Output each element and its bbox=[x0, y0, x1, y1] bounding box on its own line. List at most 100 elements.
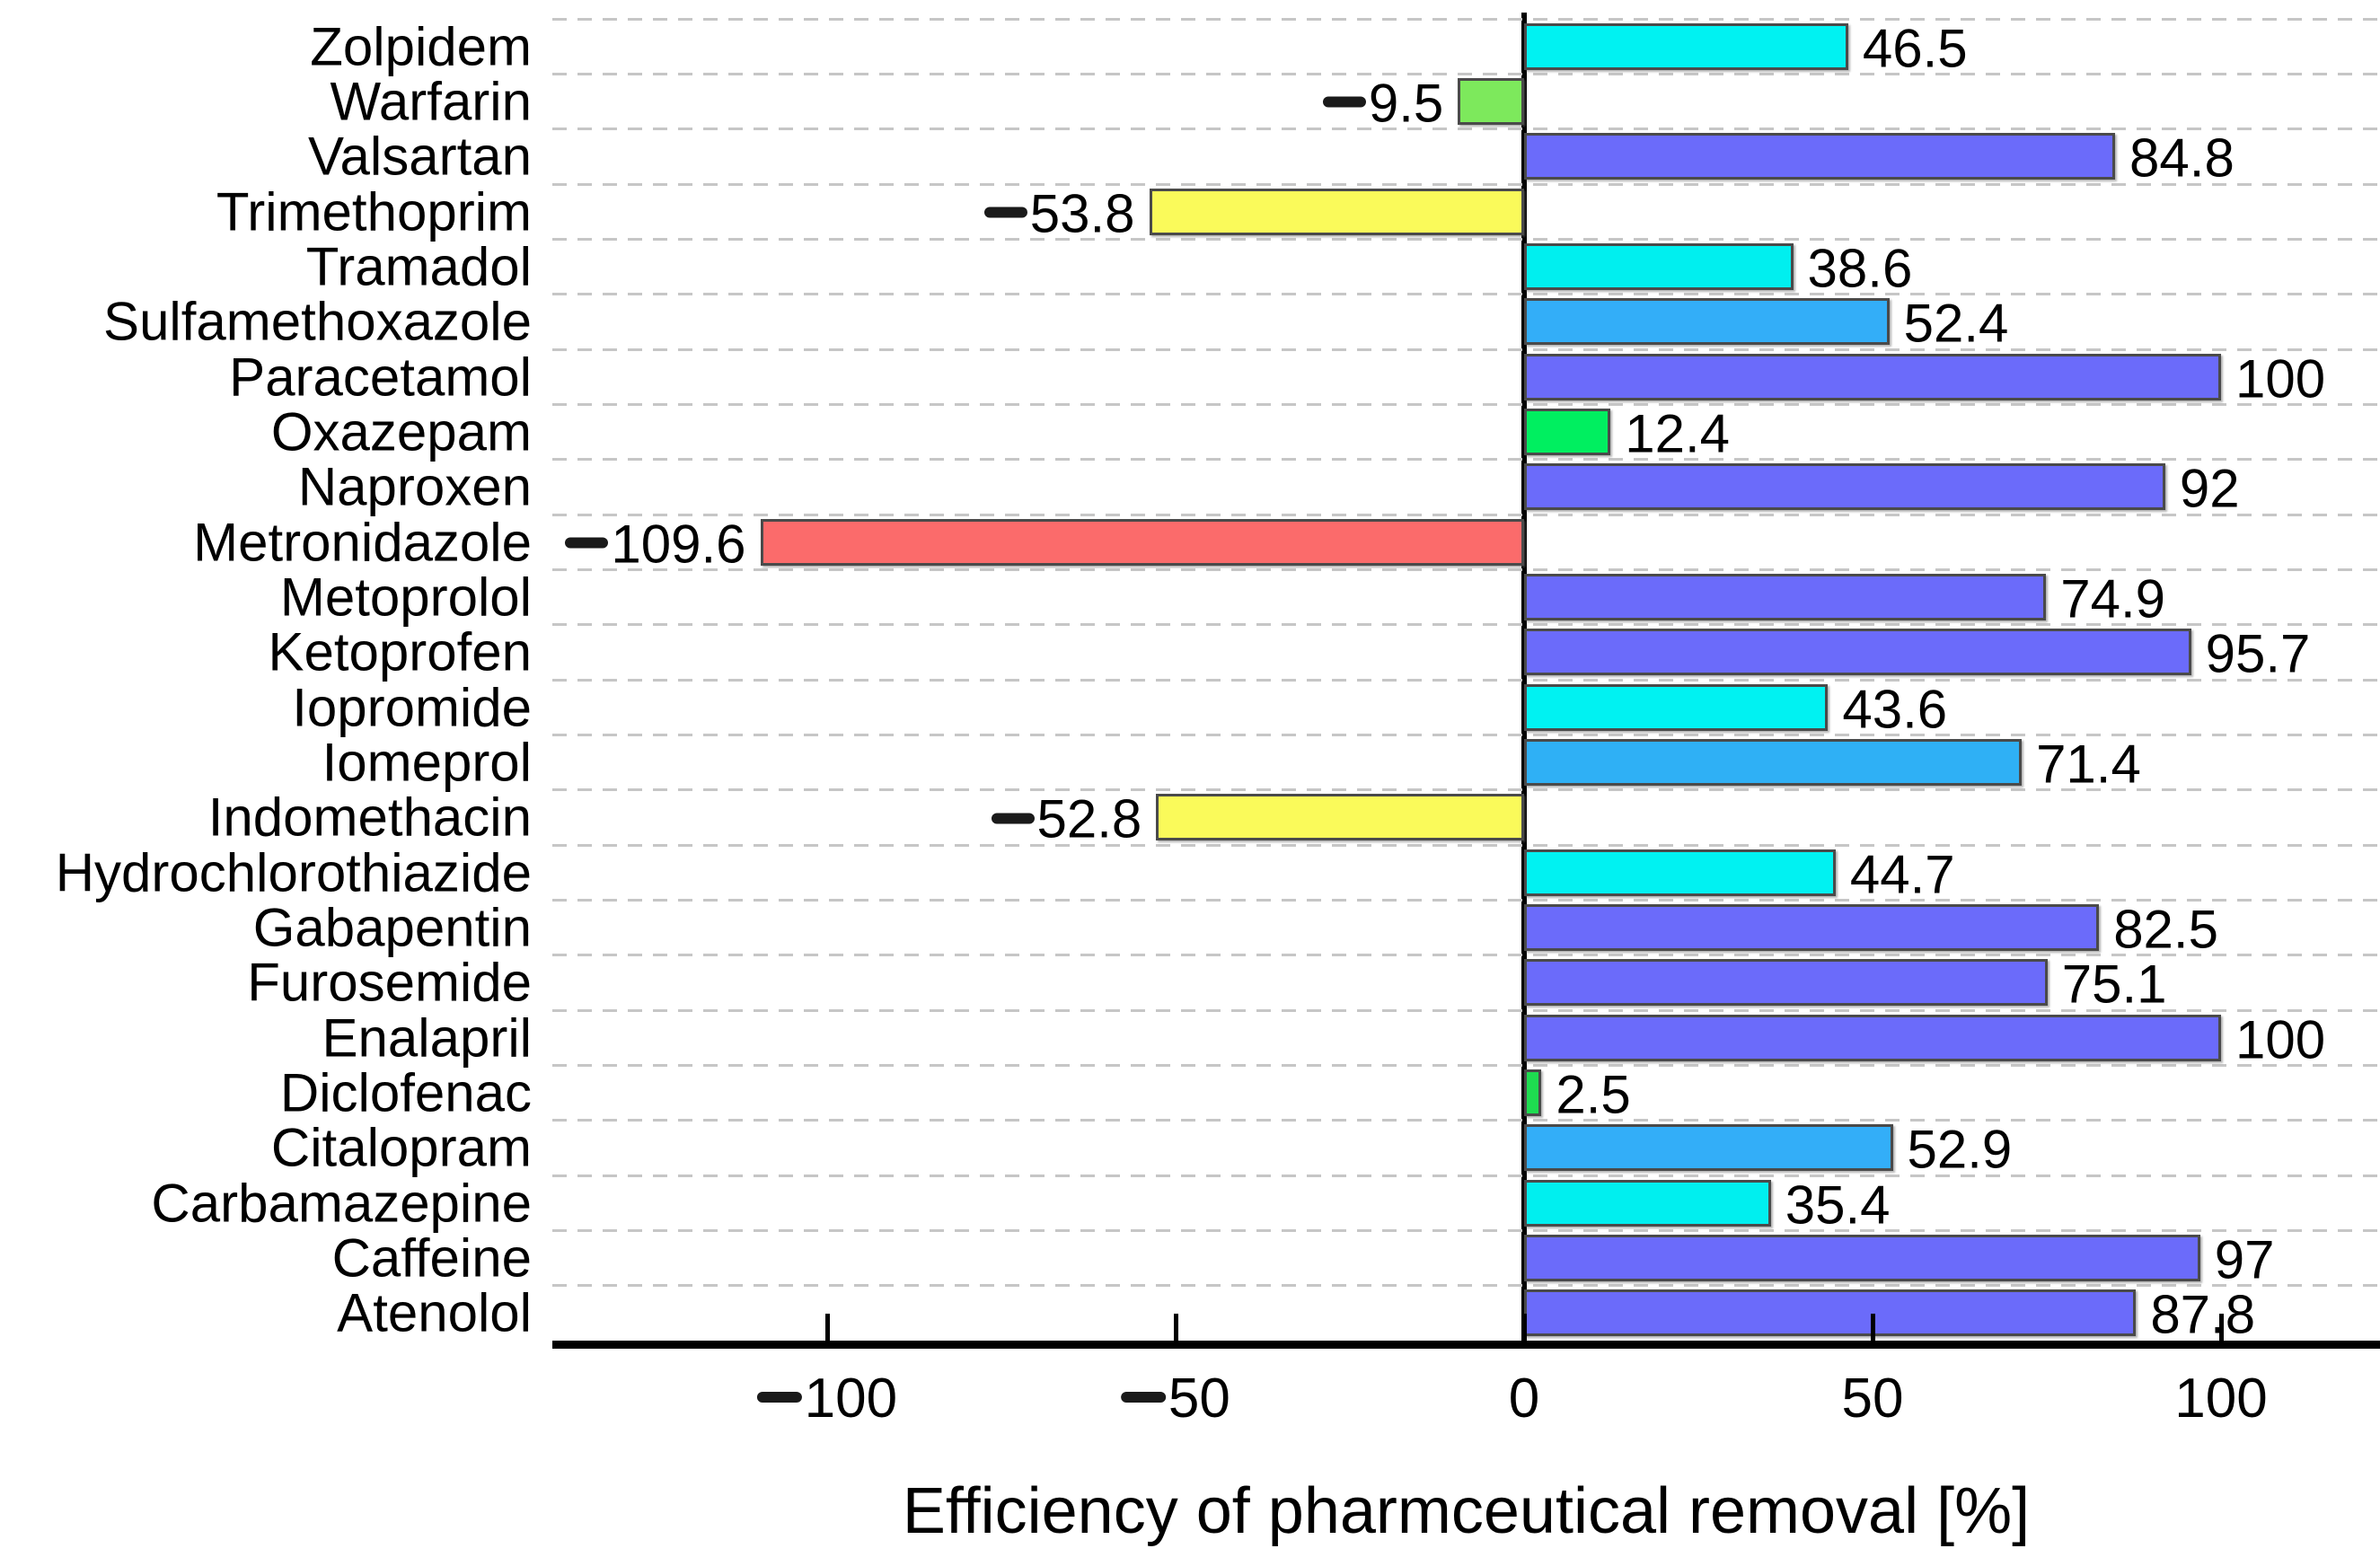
bar bbox=[1524, 463, 2165, 511]
category-label: Caffeine bbox=[331, 1227, 532, 1289]
gridline bbox=[552, 128, 2380, 131]
value-label: 97 bbox=[2214, 1229, 2275, 1290]
value-label: 43.6 bbox=[1842, 679, 1948, 740]
gridline bbox=[552, 182, 2380, 186]
value-label: 53.8 bbox=[983, 182, 1135, 244]
gridline bbox=[552, 1174, 2380, 1177]
gridline bbox=[552, 678, 2380, 682]
value-label: 84.8 bbox=[2129, 128, 2235, 189]
category-label: Oxazepam bbox=[270, 401, 532, 462]
category-label: Gabapentin bbox=[252, 897, 532, 958]
value-label: 12.4 bbox=[1625, 403, 1730, 464]
category-label: Metronidazole bbox=[193, 512, 532, 573]
category-label: Naproxen bbox=[297, 456, 532, 517]
category-label: Sulfamethoxazole bbox=[103, 291, 532, 352]
category-label: Enalapril bbox=[322, 1007, 532, 1069]
minus-dash bbox=[1121, 1391, 1166, 1403]
x-axis-title: Efficiency of pharmceutical removal [%] bbox=[902, 1475, 2031, 1547]
gridline bbox=[552, 1119, 2380, 1122]
value-label: 95.7 bbox=[2205, 623, 2311, 684]
gridline bbox=[552, 843, 2380, 847]
bar bbox=[1524, 298, 1890, 346]
category-label: Iomeprol bbox=[322, 732, 532, 793]
category-label: Metoprolol bbox=[279, 567, 532, 628]
value-label: 75.1 bbox=[2061, 954, 2167, 1015]
category-label: Ketoprofen bbox=[268, 621, 532, 682]
gridline bbox=[552, 567, 2380, 571]
gridline bbox=[552, 1284, 2380, 1288]
category-label: Trimethoprim bbox=[216, 181, 532, 242]
bar bbox=[1524, 1124, 1893, 1172]
minus-dash bbox=[756, 1391, 802, 1403]
bar bbox=[1458, 78, 1524, 125]
gridline bbox=[552, 513, 2380, 516]
gridline bbox=[552, 1063, 2380, 1067]
value-label: 46.5 bbox=[1862, 18, 1968, 79]
x-tick bbox=[2218, 1314, 2224, 1341]
bar bbox=[1524, 849, 1836, 896]
x-tick bbox=[1870, 1314, 1875, 1341]
x-tick bbox=[1521, 1314, 1527, 1341]
value-label: 74.9 bbox=[2060, 568, 2165, 629]
gridline bbox=[552, 72, 2380, 75]
value-label: 52.9 bbox=[1907, 1119, 2013, 1180]
gridline bbox=[552, 1228, 2380, 1232]
x-tick-label: 100 bbox=[2174, 1368, 2268, 1430]
category-label: Paracetamol bbox=[229, 347, 532, 408]
bar bbox=[1524, 959, 2048, 1007]
x-tick bbox=[824, 1314, 830, 1341]
category-label: Citalopram bbox=[270, 1117, 532, 1178]
gridline bbox=[552, 348, 2380, 351]
minus-dash bbox=[983, 207, 1027, 218]
category-label: Furosemide bbox=[247, 952, 532, 1013]
bar bbox=[1524, 409, 1611, 455]
bar bbox=[1524, 1179, 1771, 1227]
value-label: 52.4 bbox=[1903, 293, 2009, 354]
gridline bbox=[552, 788, 2380, 792]
value-label: 9.5 bbox=[1322, 73, 1443, 135]
category-label: Iopromide bbox=[292, 677, 532, 738]
bar bbox=[1524, 1235, 2200, 1281]
value-label: 92 bbox=[2179, 458, 2240, 519]
gridline bbox=[552, 898, 2380, 902]
category-label: Tramadol bbox=[305, 236, 532, 297]
value-label: 87.8 bbox=[2150, 1284, 2256, 1345]
category-label: Valsartan bbox=[307, 126, 532, 187]
value-label: 44.7 bbox=[1849, 844, 1955, 905]
value-label: 38.6 bbox=[1807, 238, 1913, 299]
bar bbox=[1524, 133, 2116, 180]
category-label: Diclofenac bbox=[279, 1062, 532, 1123]
x-tick-label: 50 bbox=[1841, 1368, 1904, 1430]
gridline bbox=[552, 1008, 2380, 1012]
category-label: Carbamazepine bbox=[151, 1173, 532, 1234]
x-tick-label: 0 bbox=[1508, 1368, 1540, 1430]
gridline bbox=[552, 293, 2380, 296]
bar bbox=[1524, 1069, 1542, 1116]
bar bbox=[1149, 188, 1524, 235]
category-label: Atenolol bbox=[337, 1282, 532, 1343]
bar bbox=[1524, 739, 2023, 786]
bar bbox=[1524, 904, 2100, 951]
x-tick-label: 50 bbox=[1121, 1367, 1230, 1430]
category-label: Hydrochlorothiazide bbox=[55, 842, 532, 903]
gridline bbox=[552, 733, 2380, 736]
bar bbox=[1524, 574, 2047, 620]
value-label: 82.5 bbox=[2113, 899, 2218, 960]
bar bbox=[1156, 794, 1524, 841]
category-label: Zolpidem bbox=[310, 16, 532, 77]
gridline bbox=[552, 954, 2380, 957]
bar bbox=[1524, 1014, 2221, 1061]
minus-dash bbox=[1322, 96, 1366, 108]
x-tick-label: 100 bbox=[756, 1367, 897, 1430]
value-label: 100 bbox=[2235, 348, 2326, 409]
gridline bbox=[552, 623, 2380, 627]
value-label: 109.6 bbox=[565, 513, 746, 575]
x-axis-line bbox=[552, 1341, 2380, 1349]
bar bbox=[760, 518, 1524, 566]
value-label: 52.8 bbox=[991, 788, 1142, 850]
bar bbox=[1524, 353, 2221, 400]
gridline bbox=[552, 237, 2380, 241]
minus-dash bbox=[991, 813, 1035, 824]
category-label: Indomethacin bbox=[207, 787, 532, 848]
